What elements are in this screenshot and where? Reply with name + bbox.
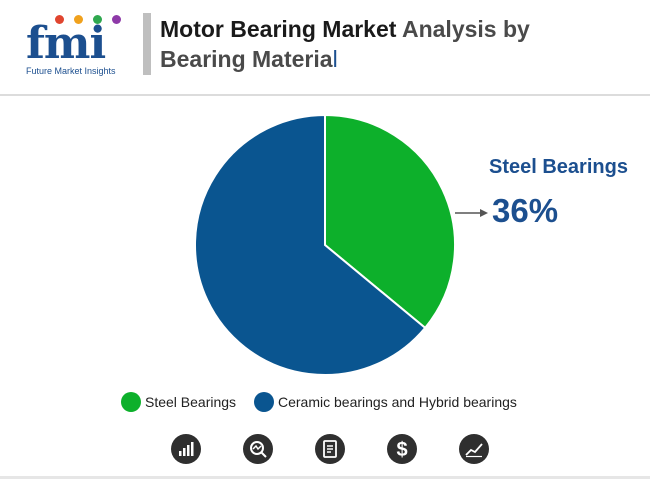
svg-text:$: $ [396, 439, 407, 460]
fmi-logo: fmi Future Market Insights [22, 12, 134, 78]
dollar-icon: $ [387, 434, 417, 464]
header-divider [0, 94, 650, 96]
header: fmi Future Market Insights Motor Bearing… [0, 0, 650, 94]
title-part-1: Motor Bearing Market [160, 16, 397, 42]
logo-dot [112, 15, 121, 24]
title-part-3: Bearing Materia [160, 46, 333, 72]
title-accent-bar [143, 13, 151, 75]
callout-arrow [455, 209, 488, 217]
logo-subtitle: Future Market Insights [26, 66, 116, 76]
callout-value: 36% [492, 192, 559, 229]
pie-chart [194, 113, 488, 376]
logo-text: fmi [26, 18, 106, 69]
title-cursor: l [332, 46, 338, 72]
legend-swatch [254, 392, 274, 412]
page-title: Motor Bearing Market Analysis by Bearing… [160, 14, 630, 74]
bottom-border [0, 476, 650, 479]
legend: Steel Bearings Ceramic bearings and Hybr… [0, 389, 650, 415]
callout-label: Steel Bearings [489, 156, 628, 178]
footer-icons: $ [0, 434, 650, 470]
legend-item-ceramic: Ceramic bearings and Hybrid bearings [254, 389, 517, 415]
logo-dot [74, 15, 83, 24]
title-part-2: Analysis by [396, 16, 530, 42]
legend-label: Steel Bearings [145, 394, 237, 410]
legend-swatch [121, 392, 141, 412]
pie-slice-0 [324, 113, 456, 330]
trend-chart-icon [459, 434, 489, 464]
logo-dot [93, 15, 102, 24]
search-analytics-icon [243, 434, 273, 464]
bar-chart-icon [171, 434, 201, 464]
legend-item-steel: Steel Bearings [121, 389, 236, 415]
legend-label: Ceramic bearings and Hybrid bearings [278, 394, 517, 410]
document-icon [315, 434, 345, 464]
pie-slice-1 [194, 113, 427, 376]
logo-dot [55, 15, 64, 24]
